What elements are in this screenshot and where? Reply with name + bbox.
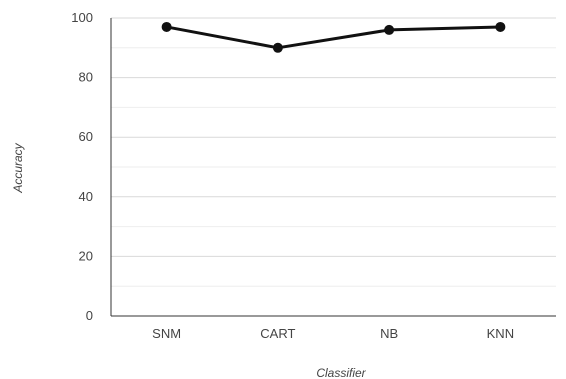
x-tick-label: CART <box>260 326 295 341</box>
series-line <box>166 25 501 50</box>
grid-lines <box>111 17 556 287</box>
x-tick-label: KNN <box>487 326 514 341</box>
x-tick-labels: SNM CART NB KNN <box>152 326 514 341</box>
axes <box>110 18 556 317</box>
data-point <box>495 21 506 32</box>
y-tick-label: 80 <box>79 70 93 85</box>
data-point <box>161 21 172 32</box>
data-point <box>384 24 395 35</box>
y-tick-label: 20 <box>79 248 93 263</box>
x-tick-label: NB <box>380 326 398 341</box>
y-tick-label: 0 <box>86 308 93 323</box>
y-axis-title: Accuracy <box>11 142 25 193</box>
data-point <box>272 42 283 53</box>
series-group <box>161 21 506 53</box>
y-tick-label: 60 <box>79 129 93 144</box>
x-axis-title: Classifier <box>316 366 366 379</box>
y-tick-label: 100 <box>71 10 93 25</box>
x-tick-label: SNM <box>152 326 181 341</box>
y-tick-labels: 0 20 40 60 80 100 <box>71 10 93 323</box>
y-tick-label: 40 <box>79 189 93 204</box>
